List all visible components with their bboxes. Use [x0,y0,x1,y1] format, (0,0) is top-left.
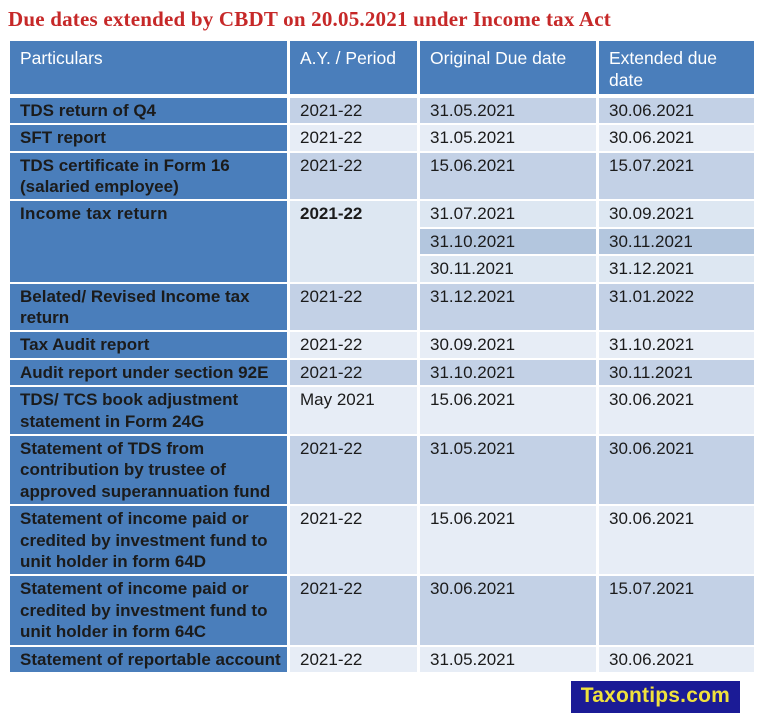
particulars-cell: Audit report under section 92E [10,359,290,388]
extended-due-date-cell: 30.06.2021 [599,97,757,126]
table-row: Statement of reportable account 2021-22 31… [10,646,757,675]
table-row: SFT report 2021-22 31.05.2021 30.06.2021 [10,125,757,153]
original-due-date-cell: 31.12.2021 [420,283,599,333]
extended-due-date-cell: 30.09.2021 [599,201,757,229]
period-cell: 2021-22 [290,283,420,333]
extended-due-date-cell: 15.07.2021 [599,576,757,647]
particulars-cell: TDS certificate in Form 16 (salaried emp… [10,152,290,202]
extended-due-date-cell: 15.07.2021 [599,152,757,202]
period-cell: 2021-22 [290,201,420,284]
column-header-2: Original Due date [420,41,599,98]
brand-watermark: Taxontips.com [570,681,740,713]
extended-due-date-cell: 31.12.2021 [599,256,757,284]
header-row: Particulars A.Y. / Period Original Due dat… [10,41,757,98]
original-due-date-cell: 15.06.2021 [420,506,599,577]
period-cell: 2021-22 [290,152,420,202]
period-cell: 2021-22 [290,506,420,577]
particulars-cell: Belated/ Revised Income tax return [10,283,290,333]
extended-due-date-cell: 30.06.2021 [599,506,757,577]
original-due-date-cell: 30.09.2021 [420,332,599,360]
period-cell: 2021-22 [290,646,420,675]
column-header-3: Extended due date [599,41,757,98]
extended-due-date-cell: 30.06.2021 [599,646,757,675]
extended-due-date-cell: 31.10.2021 [599,332,757,360]
period-cell: 2021-22 [290,125,420,153]
original-due-date-cell: 31.10.2021 [420,228,599,257]
extended-due-date-cell: 30.06.2021 [599,387,757,437]
particulars-cell: Statement of income paid or credited by … [10,576,290,647]
particulars-cell: Statement of reportable account [10,646,290,675]
period-cell: 2021-22 [290,359,420,388]
table-row: TDS return of Q4 2021-22 31.05.2021 30.06.2… [10,97,757,126]
column-header-1: A.Y. / Period [290,41,420,98]
extended-due-date-cell: 30.06.2021 [599,436,757,507]
particulars-cell: TDS/ TCS book adjustment statement in Fo… [10,387,290,437]
table-row: Statement of income paid or credited by … [10,576,757,647]
original-due-date-cell: 31.05.2021 [420,125,599,153]
extended-due-date-cell: 30.11.2021 [599,359,757,388]
period-cell: 2021-22 [290,576,420,647]
table-row: Statement of income paid or credited by … [10,506,757,577]
period-cell: May 2021 [290,387,420,437]
original-due-date-cell: 15.06.2021 [420,387,599,437]
extended-due-date-cell: 30.11.2021 [599,228,757,257]
extended-due-date-cell: 30.06.2021 [599,125,757,153]
period-cell: 2021-22 [290,97,420,126]
particulars-cell: Income tax return [10,201,290,284]
period-cell: 2021-22 [290,332,420,360]
due-dates-table: Particulars A.Y. / Period Original Due dat… [10,41,757,675]
table-row: Income tax return 2021-22 31.07.2021 30.09.… [10,201,757,284]
particulars-cell: TDS return of Q4 [10,97,290,126]
table-row: 30.11.2021 31.12.2021 [10,256,757,284]
table-row: Belated/ Revised Income tax return 2021-2… [10,283,757,333]
particulars-cell: Statement of TDS from contribution by tr… [10,436,290,507]
table-header: Particulars A.Y. / Period Original Due dat… [10,41,757,98]
original-due-date-cell: 31.05.2021 [420,646,599,675]
particulars-cell: Statement of income paid or credited by … [10,506,290,577]
table-row: Audit report under section 92E 2021-22 31.… [10,359,757,388]
table-row: Tax Audit report 2021-22 30.09.2021 31.10.2… [10,332,757,360]
original-due-date-cell: 30.06.2021 [420,576,599,647]
table-row: TDS/ TCS book adjustment statement in Fo… [10,387,757,437]
original-due-date-cell: 31.05.2021 [420,97,599,126]
original-due-date-cell: 31.10.2021 [420,359,599,388]
particulars-cell: SFT report [10,125,290,153]
table-row: TDS certificate in Form 16 (salaried emp… [10,152,757,202]
original-due-date-cell: 31.07.2021 [420,201,599,229]
column-header-0: Particulars [10,41,290,98]
original-due-date-cell: 31.05.2021 [420,436,599,507]
particulars-cell: Tax Audit report [10,332,290,360]
original-due-date-cell: 15.06.2021 [420,152,599,202]
table-body: TDS return of Q4 2021-22 31.05.2021 30.06.2… [10,97,757,675]
page-title: Due dates extended by CBDT on 20.05.2021… [8,7,611,31]
table-row: Statement of TDS from contribution by tr… [10,436,757,507]
original-due-date-cell: 30.11.2021 [420,256,599,284]
extended-due-date-cell: 31.01.2022 [599,283,757,333]
period-cell: 2021-22 [290,436,420,507]
table-row: 31.10.2021 30.11.2021 [10,228,757,257]
